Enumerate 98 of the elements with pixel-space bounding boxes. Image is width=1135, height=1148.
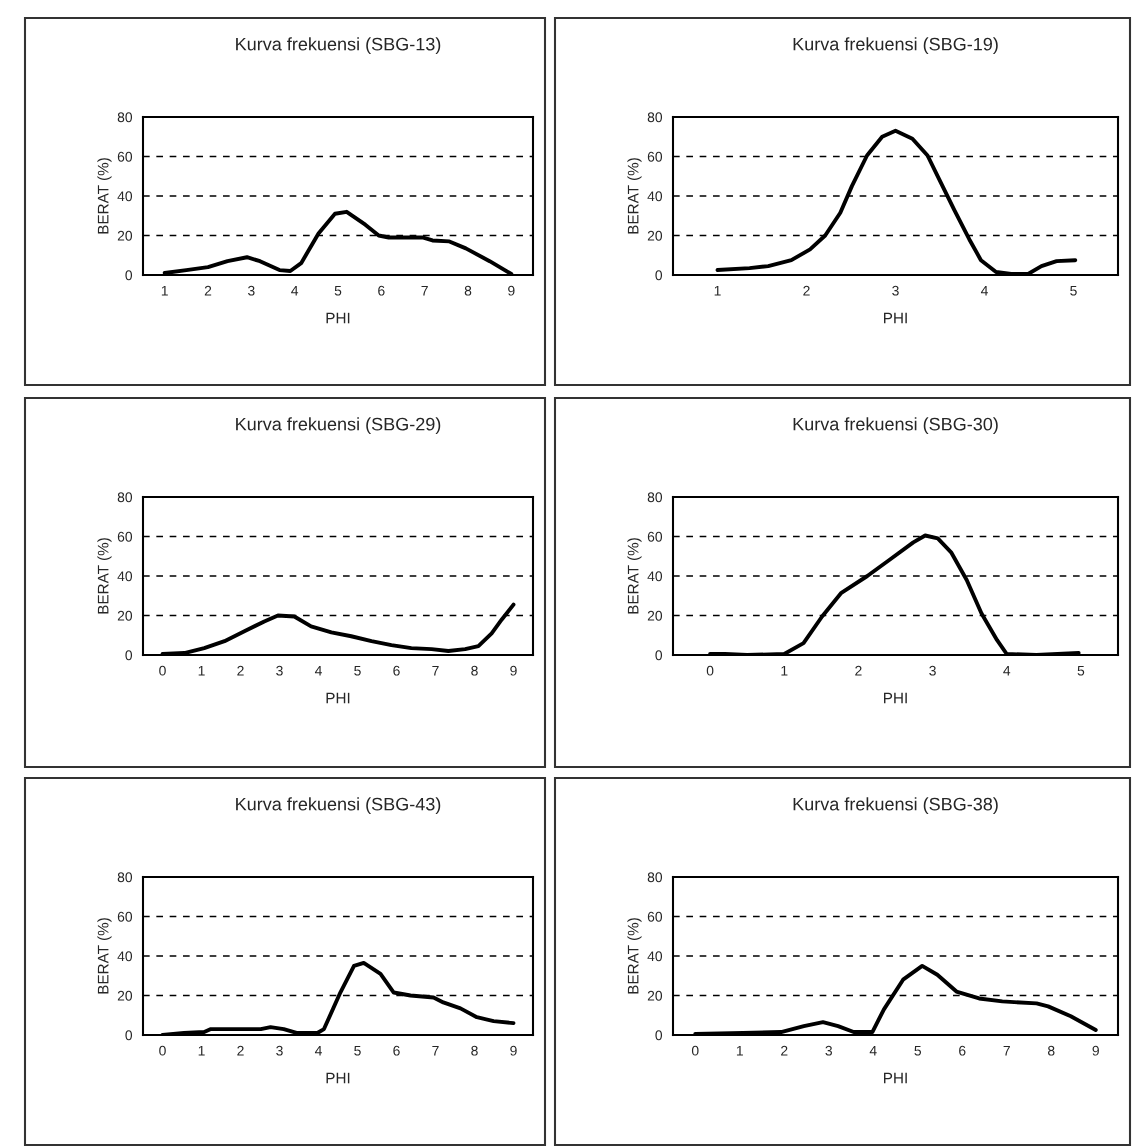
x-tick-label: 4 <box>869 1045 877 1056</box>
x-tick-label: 1 <box>161 285 168 296</box>
y-tick-label: 40 <box>647 951 663 962</box>
x-tick-label: 9 <box>510 1045 517 1056</box>
x-tick-label: 6 <box>378 285 385 296</box>
x-tick-label: 4 <box>314 1045 322 1056</box>
y-tick-label: 0 <box>655 650 663 661</box>
x-tick-label: 8 <box>471 665 478 676</box>
y-tick-label: 0 <box>125 1030 133 1041</box>
x-axis-title: PHI <box>884 692 907 704</box>
x-tick-label: 4 <box>314 665 322 676</box>
x-tick-label: 5 <box>1070 285 1077 296</box>
y-tick-label: 40 <box>117 191 133 202</box>
x-tick-label: 4 <box>1003 665 1011 676</box>
y-tick-label: 60 <box>647 531 663 542</box>
y-tick-label: 20 <box>647 230 663 241</box>
x-tick-label: 1 <box>736 1045 743 1056</box>
chart-title: Kurva frekuensi (SBG-30) <box>793 417 998 435</box>
x-tick-label: 9 <box>510 665 517 676</box>
x-axis-title: PHI <box>326 692 350 704</box>
y-tick-label: 60 <box>647 911 663 922</box>
x-tick-label: 7 <box>432 1045 439 1056</box>
y-tick-label: 60 <box>647 151 663 162</box>
y-tick-label: 80 <box>117 112 133 123</box>
y-tick-label: 0 <box>125 650 133 661</box>
x-tick-label: 8 <box>464 285 472 296</box>
x-tick-label: 3 <box>276 1045 283 1056</box>
x-tick-label: 9 <box>508 285 515 296</box>
y-tick-label: 80 <box>117 492 133 503</box>
y-tick-label: 20 <box>117 990 133 1001</box>
y-tick-label: 20 <box>647 990 663 1001</box>
x-tick-label: 2 <box>803 285 810 296</box>
y-tick-label: 80 <box>647 492 663 503</box>
x-axis-title: PHI <box>884 1072 907 1084</box>
x-tick-label: 7 <box>421 285 428 296</box>
x-tick-label: 9 <box>1092 1045 1099 1056</box>
y-tick-label: 60 <box>117 151 133 162</box>
x-tick-label: 3 <box>892 285 899 296</box>
y-tick-label: 40 <box>647 571 663 582</box>
y-axis-title: BERAT (%) <box>627 538 642 614</box>
x-tick-label: 7 <box>432 665 439 676</box>
x-tick-label: 2 <box>237 665 244 676</box>
x-axis-title: PHI <box>884 312 907 324</box>
y-tick-label: 20 <box>117 230 133 241</box>
x-tick-label: 5 <box>1077 665 1085 676</box>
x-tick-label: 2 <box>237 1045 244 1056</box>
x-tick-label: 1 <box>198 1045 205 1056</box>
y-tick-label: 60 <box>117 531 133 542</box>
x-tick-label: 8 <box>471 1045 478 1056</box>
x-tick-label: 0 <box>159 1045 166 1056</box>
y-tick-label: 20 <box>117 610 133 621</box>
x-axis-title: PHI <box>326 1072 350 1084</box>
chart-title: Kurva frekuensi (SBG-43) <box>236 797 441 815</box>
x-tick-label: 0 <box>159 665 166 676</box>
x-tick-label: 1 <box>714 285 721 296</box>
y-tick-label: 40 <box>117 571 133 582</box>
x-tick-label: 3 <box>276 665 283 676</box>
x-tick-label: 0 <box>706 665 714 676</box>
x-tick-label: 3 <box>825 1045 832 1056</box>
x-tick-label: 3 <box>929 665 936 676</box>
x-tick-label: 2 <box>855 665 862 676</box>
x-tick-label: 2 <box>781 1045 788 1056</box>
y-tick-label: 80 <box>647 872 663 883</box>
x-tick-label: 6 <box>959 1045 966 1056</box>
y-tick-label: 20 <box>647 610 663 621</box>
x-tick-label: 2 <box>204 285 212 296</box>
chart-title: Kurva frekuensi (SBG-29) <box>236 417 441 435</box>
x-tick-label: 8 <box>1047 1045 1055 1056</box>
y-axis-title: BERAT (%) <box>97 538 112 614</box>
x-tick-label: 4 <box>980 285 988 296</box>
x-tick-label: 1 <box>781 665 788 676</box>
y-tick-label: 0 <box>655 270 663 281</box>
x-tick-label: 5 <box>354 1045 361 1056</box>
x-tick-label: 5 <box>334 285 342 296</box>
x-tick-label: 1 <box>198 665 205 676</box>
x-tick-label: 7 <box>1003 1045 1010 1056</box>
x-axis-title: PHI <box>326 312 350 324</box>
y-axis-title: BERAT (%) <box>97 918 112 994</box>
x-tick-label: 6 <box>393 665 400 676</box>
x-tick-label: 5 <box>914 1045 922 1056</box>
y-tick-label: 40 <box>117 951 133 962</box>
y-tick-label: 0 <box>125 270 133 281</box>
chart-title: Kurva frekuensi (SBG-13) <box>236 37 441 55</box>
y-tick-label: 60 <box>117 911 133 922</box>
x-tick-label: 4 <box>291 285 299 296</box>
y-tick-label: 40 <box>647 191 663 202</box>
chart-title: Kurva frekuensi (SBG-38) <box>793 797 998 815</box>
x-tick-label: 5 <box>354 665 361 676</box>
chart-title: Kurva frekuensi (SBG-19) <box>793 37 998 55</box>
x-tick-label: 0 <box>691 1045 699 1056</box>
y-axis-title: BERAT (%) <box>97 158 112 234</box>
y-tick-label: 80 <box>117 872 133 883</box>
y-axis-title: BERAT (%) <box>627 158 642 234</box>
x-tick-label: 3 <box>248 285 255 296</box>
x-tick-label: 6 <box>393 1045 400 1056</box>
y-tick-label: 0 <box>655 1030 663 1041</box>
y-axis-title: BERAT (%) <box>627 918 642 994</box>
y-tick-label: 80 <box>647 112 663 123</box>
